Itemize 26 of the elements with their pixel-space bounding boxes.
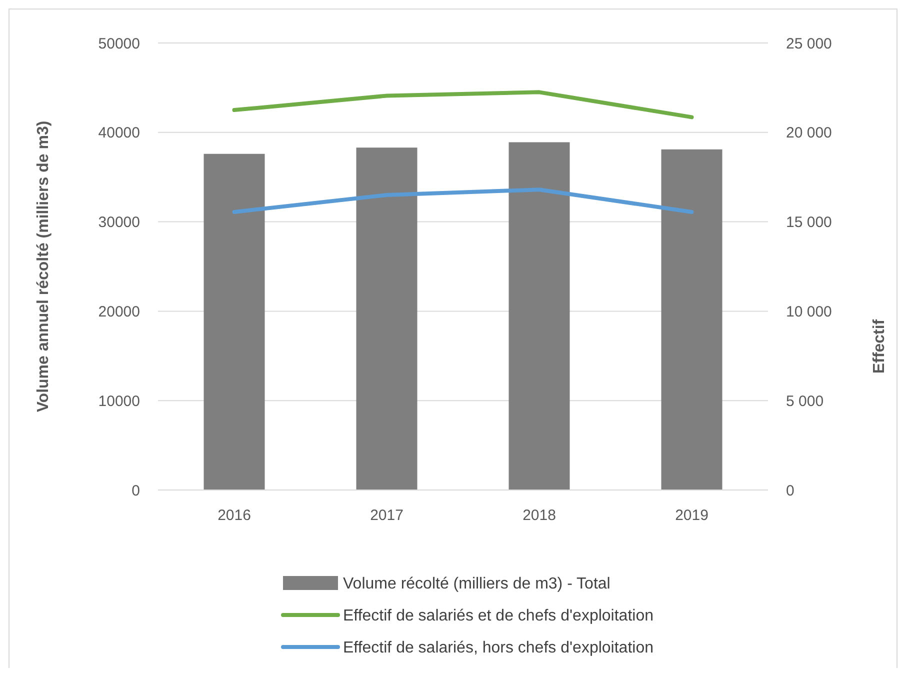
y2-tick-label: 20 000 bbox=[786, 124, 832, 142]
legend-label: Effectif de salariés, hors chefs d'exploitation bbox=[343, 640, 654, 657]
line-series bbox=[232, 90, 694, 120]
y-tick-label: 20000 bbox=[98, 303, 140, 320]
legend-label: Effectif de salariés et de chefs d'exploitation bbox=[343, 608, 654, 625]
bar bbox=[508, 142, 570, 490]
y2-tick-label: 5 000 bbox=[786, 392, 824, 410]
x-tick-label: 2017 bbox=[370, 507, 404, 524]
bar bbox=[204, 154, 265, 490]
x-tick-label: 2016 bbox=[218, 507, 251, 524]
bar bbox=[356, 148, 418, 490]
y-tick-label: 50000 bbox=[98, 35, 140, 52]
y-tick-label: 0 bbox=[132, 482, 140, 500]
y-axis-title: Volume annuel récolté (milliers de m3) bbox=[35, 120, 52, 412]
y2-tick-label: 10 000 bbox=[786, 303, 832, 320]
y-tick-label: 30000 bbox=[98, 214, 140, 232]
y2-tick-label: 0 bbox=[786, 482, 794, 500]
y2-tick-label: 15 000 bbox=[786, 214, 832, 232]
legend-label: Volume récolté (milliers de m3) - Total bbox=[343, 576, 610, 593]
x-tick-label: 2019 bbox=[675, 507, 708, 524]
x-tick-label: 2018 bbox=[522, 507, 556, 524]
y2-axis-title: Effectif bbox=[871, 318, 888, 374]
bar bbox=[661, 149, 722, 490]
y2-tick-label: 25 000 bbox=[786, 35, 832, 52]
y-tick-label: 40000 bbox=[98, 124, 140, 142]
y-tick-label: 10000 bbox=[98, 392, 140, 410]
